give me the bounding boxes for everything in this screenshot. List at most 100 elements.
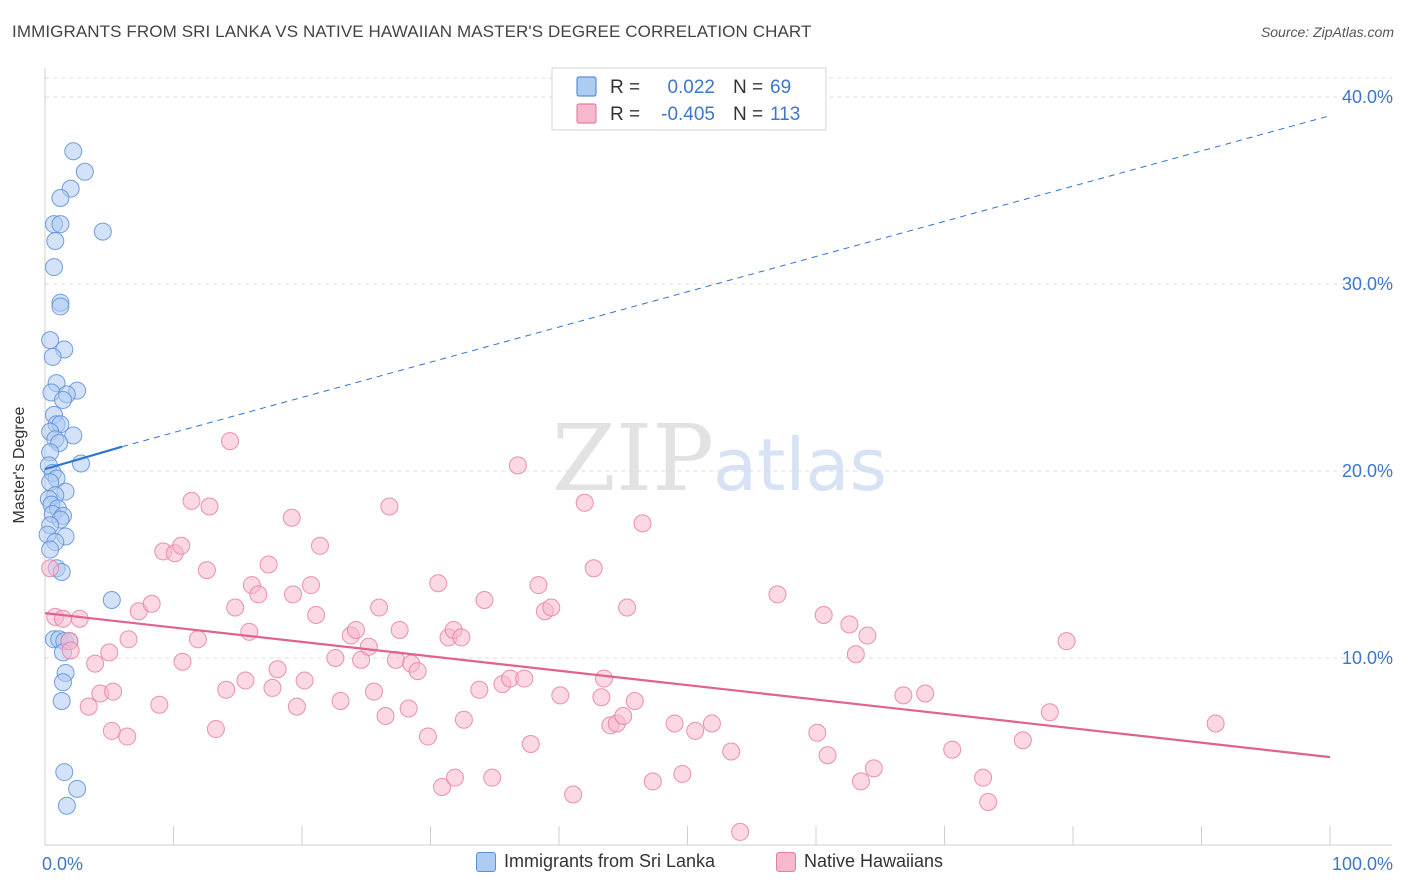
point-native-hawaiian [1057, 632, 1076, 651]
point-native-hawaiian [943, 740, 962, 759]
point-native-hawaiian [268, 660, 287, 679]
point-native-hawaiian [722, 742, 741, 761]
point-native-hawaiian [851, 772, 870, 791]
point-native-hawaiian [625, 692, 644, 711]
point-native-hawaiian [282, 508, 301, 527]
point-native-hawaiian [346, 620, 365, 639]
stats-legend: R = 0.022 N = 69 R = -0.405 N = 113 [551, 67, 827, 131]
stats-legend-n-value: 113 [770, 104, 800, 125]
point-native-hawaiian [301, 576, 320, 595]
point-native-hawaiian [445, 768, 464, 787]
stats-legend-r-value: 0.022 [667, 77, 715, 98]
x-tick-label-max: 100.0% [1332, 854, 1393, 874]
point-native-hawaiian [295, 671, 314, 690]
point-native-hawaiian [979, 792, 998, 811]
point-native-hawaiian [452, 628, 471, 647]
point-native-hawaiian [359, 637, 378, 656]
point-native-hawaiian [575, 493, 594, 512]
point-native-hawaiian [633, 514, 652, 533]
point-sri-lanka [64, 142, 83, 161]
point-native-hawaiian [399, 699, 418, 718]
point-native-hawaiian [508, 456, 527, 475]
point-native-hawaiian [142, 594, 161, 613]
point-sri-lanka [57, 796, 76, 815]
point-native-hawaiian [594, 669, 613, 688]
y-tick-label: 10.0% [1342, 648, 1393, 668]
point-sri-lanka [51, 215, 70, 234]
point-native-hawaiian [41, 559, 60, 578]
point-native-hawaiian [551, 686, 570, 705]
point-native-hawaiian [307, 605, 326, 624]
y-tick-label: 40.0% [1342, 87, 1393, 107]
point-native-hawaiian [287, 697, 306, 716]
point-native-hawaiian [454, 710, 473, 729]
chart-title: IMMIGRANTS FROM SRI LANKA VS NATIVE HAWA… [12, 22, 812, 41]
point-native-hawaiian [564, 785, 583, 804]
point-native-hawaiian [390, 620, 409, 639]
point-native-hawaiian [864, 759, 883, 778]
point-sri-lanka [52, 692, 71, 711]
point-native-hawaiian [150, 695, 169, 714]
point-native-hawaiian [858, 626, 877, 645]
point-sri-lanka [41, 540, 60, 559]
point-native-hawaiian [310, 536, 329, 555]
point-native-hawaiian [284, 585, 303, 604]
point-native-hawaiian [102, 721, 121, 740]
trend-line-sri-lanka-dashed [121, 115, 1331, 448]
point-native-hawaiian [818, 746, 837, 765]
point-native-hawaiian [376, 706, 395, 725]
stats-legend-swatch [576, 76, 597, 97]
stats-legend-box [551, 67, 827, 131]
point-sri-lanka [44, 258, 63, 277]
point-native-hawaiian [470, 680, 489, 699]
point-native-hawaiian [408, 662, 427, 681]
point-native-hawaiian [418, 727, 437, 746]
trend-line-native-hawaiian [44, 612, 1331, 759]
bottom-legend: Immigrants from Sri Lanka Native Hawaiia… [0, 851, 1406, 877]
point-native-hawaiian [665, 714, 684, 733]
legend-item-sri-lanka[interactable]: Immigrants from Sri Lanka [476, 851, 715, 872]
stats-legend-n-label: N = [733, 104, 763, 125]
point-native-hawaiian [119, 630, 138, 649]
point-native-hawaiian [86, 654, 105, 673]
legend-item-native-hawaiians[interactable]: Native Hawaiians [776, 851, 943, 872]
point-native-hawaiian [1206, 714, 1225, 733]
point-native-hawaiian [370, 598, 389, 617]
point-native-hawaiian [840, 615, 859, 634]
point-native-hawaiian [100, 643, 119, 662]
point-native-hawaiian [182, 491, 201, 510]
point-native-hawaiian [542, 598, 561, 617]
legend-swatch-sri-lanka [476, 851, 496, 872]
point-sri-lanka [46, 231, 65, 250]
point-sri-lanka [53, 390, 72, 409]
stats-legend-swatch [576, 103, 597, 124]
y-tick-label: 30.0% [1342, 274, 1393, 294]
point-native-hawaiian [515, 669, 534, 688]
point-native-hawaiian [217, 680, 236, 699]
point-sri-lanka [75, 162, 94, 181]
stats-legend-n-label: N = [733, 77, 763, 98]
point-native-hawaiian [380, 497, 399, 516]
point-sri-lanka [68, 779, 87, 798]
point-native-hawaiian [429, 574, 448, 593]
stats-legend-r-value: -0.405 [661, 104, 715, 125]
trend-lines [44, 115, 1331, 759]
point-native-hawaiian [249, 585, 268, 604]
legend-label-native-hawaiians: Native Hawaiians [804, 851, 944, 871]
point-native-hawaiian [172, 536, 191, 555]
point-native-hawaiian [433, 778, 452, 797]
watermark-atlas: atlas [713, 423, 887, 507]
stats-legend-r-label: R = [610, 77, 640, 98]
point-native-hawaiian [686, 721, 705, 740]
point-sri-lanka [93, 222, 112, 241]
point-native-hawaiian [483, 768, 502, 787]
point-native-hawaiian [53, 609, 72, 628]
point-native-hawaiian [1013, 731, 1032, 750]
point-native-hawaiian [673, 764, 692, 783]
point-native-hawaiian [79, 697, 98, 716]
point-sri-lanka [102, 591, 121, 610]
point-native-hawaiian [1040, 703, 1059, 722]
legend-label-sri-lanka: Immigrants from Sri Lanka [504, 851, 716, 871]
stats-legend-n-value: 69 [770, 77, 791, 98]
